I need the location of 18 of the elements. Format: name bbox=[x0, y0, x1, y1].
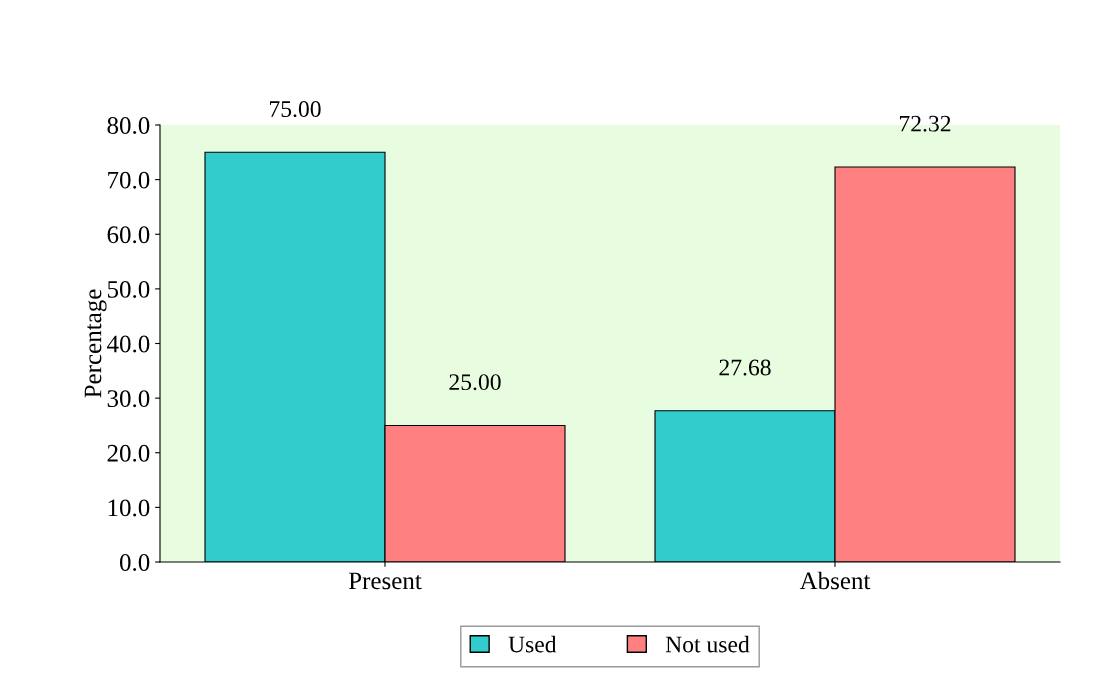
y-tick-label: 80.0 bbox=[107, 117, 150, 135]
y-tick-label: 10.0 bbox=[108, 499, 150, 517]
y-tick-label: 60.0 bbox=[107, 226, 150, 244]
y-axis-title: Percentage bbox=[84, 289, 107, 398]
data-label: 25.00 bbox=[449, 374, 501, 391]
y-tick-label: 0.0 bbox=[119, 554, 150, 572]
data-label: 27.68 bbox=[719, 359, 771, 376]
y-tick-label: 20.0 bbox=[107, 444, 150, 462]
y-tick-label: 30.0 bbox=[107, 390, 150, 408]
y-tick-label: 40.0 bbox=[107, 335, 150, 353]
y-tick-label: 50.0 bbox=[107, 280, 150, 298]
legend-label: Not used bbox=[665, 635, 750, 653]
legend-label: Used bbox=[508, 635, 557, 653]
y-tick-label: 70.0 bbox=[108, 171, 150, 189]
x-tick-label: Present bbox=[348, 572, 422, 590]
data-label: 75.00 bbox=[269, 101, 321, 118]
x-tick-label: Absent bbox=[799, 571, 871, 590]
data-label: 72.32 bbox=[899, 115, 951, 132]
